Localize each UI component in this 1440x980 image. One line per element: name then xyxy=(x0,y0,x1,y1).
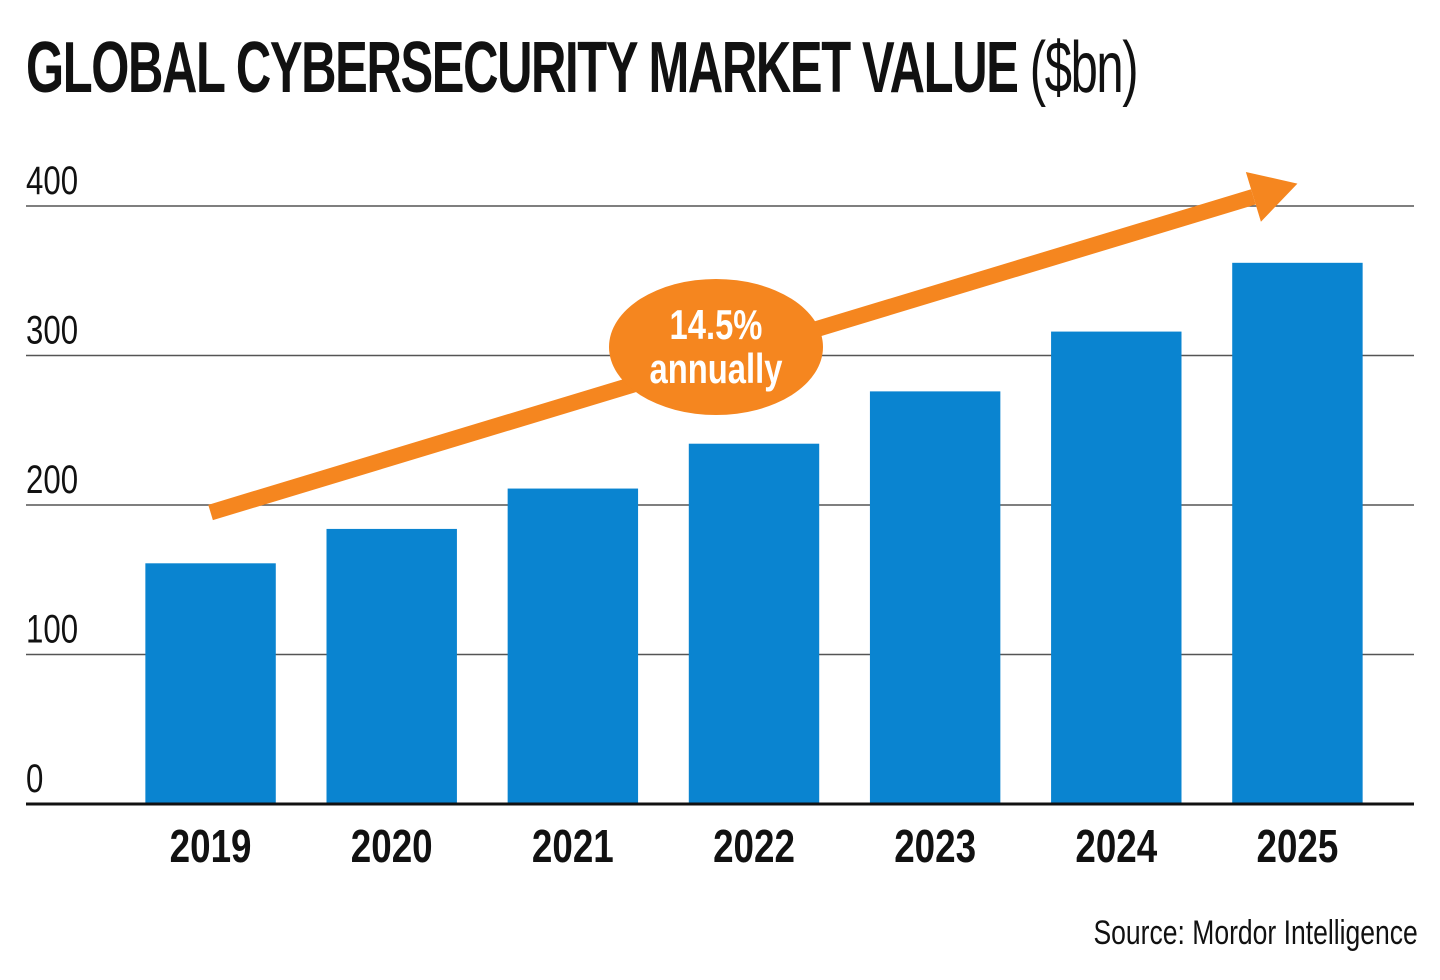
x-tick-label: 2023 xyxy=(894,820,976,872)
bar-2020 xyxy=(326,528,457,804)
y-tick-label: 300 xyxy=(26,308,78,353)
bar-2024 xyxy=(1051,331,1182,804)
chart-title-unit: ($bn) xyxy=(1029,28,1139,108)
x-tick-label: 2020 xyxy=(351,820,433,872)
x-tick-label: 2024 xyxy=(1075,820,1157,872)
y-axis-ticks: 0 100 200 300 400 xyxy=(26,158,78,801)
x-tick-label: 2022 xyxy=(713,820,795,872)
bar-2021 xyxy=(507,488,639,804)
chart-title-text: GLOBAL CYBERSECURITY MARKET VALUE xyxy=(26,28,1019,108)
y-tick-label: 400 xyxy=(26,158,78,203)
y-tick-label: 200 xyxy=(26,457,78,502)
x-tick-label: 2021 xyxy=(532,820,614,872)
x-tick-label: 2019 xyxy=(170,820,252,872)
bar-2025 xyxy=(1232,262,1363,804)
growth-rate-ellipse xyxy=(609,279,823,415)
chart-title: GLOBAL CYBERSECURITY MARKET VALUE ($bn) xyxy=(26,18,1139,118)
chart-title-wrap: GLOBAL CYBERSECURITY MARKET VALUE ($bn) xyxy=(26,18,1416,118)
bar-2022 xyxy=(688,443,820,804)
growth-rate-label: annually xyxy=(650,345,783,392)
x-tick-label: 2025 xyxy=(1257,820,1339,872)
bars xyxy=(145,262,1363,804)
x-axis-ticks: 2019 2020 2021 2022 2023 2024 2025 xyxy=(170,820,1339,872)
source-note: Source: Mordor Intelligence xyxy=(1093,914,1418,952)
growth-rate-value: 14.5% xyxy=(670,301,763,348)
y-tick-label: 0 xyxy=(26,756,43,801)
bar-2023 xyxy=(869,391,1001,804)
growth-arrow-head xyxy=(1245,172,1298,222)
bar-2019 xyxy=(145,563,276,804)
y-tick-label: 100 xyxy=(26,607,78,652)
growth-annotation: 14.5%annually xyxy=(208,172,1298,521)
